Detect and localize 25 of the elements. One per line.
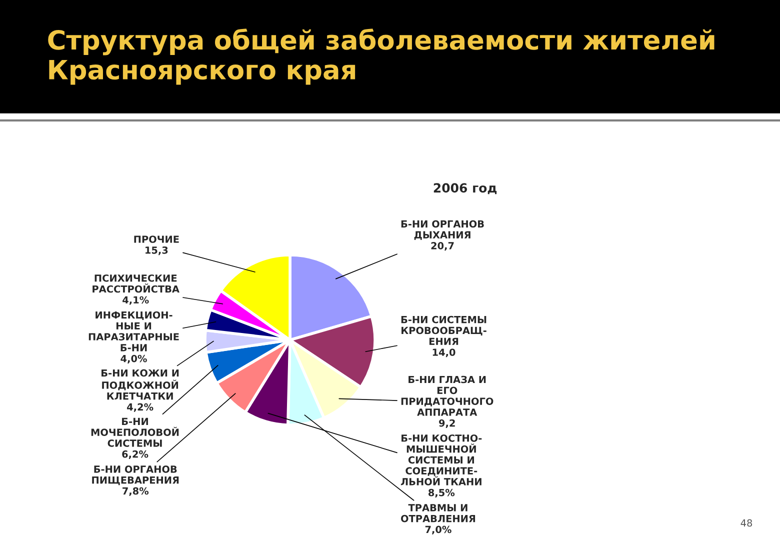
data-label: 6,2% — [122, 450, 148, 460]
slice-label: Б-НИ ГЛАЗА И ЕГО ПРИДАТОЧНОГО АППАРАТА — [401, 376, 494, 416]
slice-label: Б-НИ КОЖИ И ПОДКОЖНОЙ КЛЕТЧАТКИ — [102, 369, 179, 400]
slice-label: ПСИХИЧЕСКИЕ РАССТРОЙСТВА — [92, 274, 180, 293]
slice-label: Б-НИ СИСТЕМЫ КРОВООБРАЩ- ЕНИЯ — [401, 316, 486, 345]
slice-label: Б-НИ ОРГАНОВ ДЫХАНИЯ — [401, 220, 484, 240]
data-label: 7,0% — [425, 526, 452, 534]
data-label: 14,0 — [432, 348, 456, 358]
data-label: 4,2% — [127, 403, 154, 412]
slice-label: Б-НИ КОСТНО- МЫШЕЧНОЙ СИСТЕМЫ И СОЕДИНИТЕ- ЛЬНОЙ ТКАНИ — [400, 434, 482, 486]
chart-title: Структура общей заболеваемости жителей Красноярского края — [48, 28, 714, 85]
data-label: 7,8% — [122, 487, 149, 496]
slice-label: ПРОЧИЕ — [134, 236, 179, 243]
data-label: 15,3 — [146, 246, 168, 256]
data-label: 4,1% — [122, 296, 149, 305]
slice-label: ТРАВМЫ И ОТРАВЛЕНИЯ — [400, 504, 476, 522]
data-label: 4,0% — [120, 354, 147, 364]
data-label: 20,7 — [431, 242, 454, 251]
slice-label: Б-НИ МОЧЕПОЛОВОЙ СИСТЕМЫ — [91, 418, 179, 447]
text: 48 — [740, 519, 752, 527]
data-label: 8,5% — [428, 488, 455, 498]
data-label: 9,2 — [438, 419, 455, 428]
chart-subtitle: 2006 год — [434, 183, 497, 194]
slice-label: ИНФЕКЦИОН- НЫЕ И ПАРАЗИТАРНЫЕ Б-НИ — [88, 311, 179, 352]
slice-label: Б-НИ ОРГАНОВ ПИЩЕВАРЕНИЯ — [92, 466, 179, 486]
